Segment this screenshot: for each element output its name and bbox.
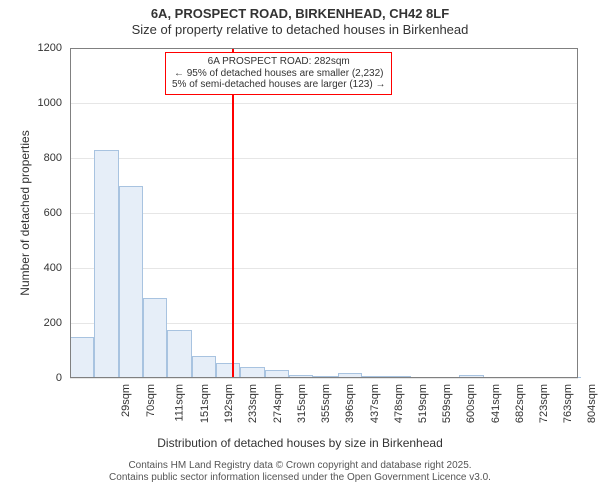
x-tick-label: 437sqm [369, 384, 381, 423]
gridline [70, 48, 578, 49]
annotation-line1: 6A PROSPECT ROAD: 282sqm [172, 56, 385, 68]
histogram-bar [386, 376, 410, 378]
gridline [70, 268, 578, 269]
x-axis-label: Distribution of detached houses by size … [0, 436, 600, 450]
x-tick-label: 151sqm [199, 384, 211, 423]
histogram-bar [508, 377, 532, 378]
marker-line [232, 48, 234, 378]
y-tick-label: 600 [0, 207, 62, 219]
gridline [70, 378, 578, 379]
histogram-bar [532, 377, 556, 378]
gridline [70, 158, 578, 159]
chart-title-line2: Size of property relative to detached ho… [0, 22, 600, 37]
plot-area: 6A PROSPECT ROAD: 282sqm ← 95% of detach… [70, 48, 578, 378]
histogram-bar [240, 367, 264, 378]
histogram-bar [411, 377, 435, 378]
histogram-bar [167, 330, 191, 378]
histogram-bar [338, 373, 362, 379]
x-tick-label: 600sqm [465, 384, 477, 423]
histogram-bar [313, 376, 337, 378]
histogram-bar [265, 370, 289, 378]
gridline [70, 103, 578, 104]
histogram-bar [216, 363, 240, 378]
x-tick-label: 274sqm [272, 384, 284, 423]
x-tick-label: 723sqm [538, 384, 550, 423]
x-tick-label: 763sqm [562, 384, 574, 423]
histogram-bar [70, 337, 94, 378]
y-tick-label: 0 [0, 372, 62, 384]
histogram-bar [362, 376, 386, 378]
gridline [70, 213, 578, 214]
x-tick-label: 70sqm [145, 384, 157, 417]
y-tick-label: 200 [0, 317, 62, 329]
x-tick-label: 355sqm [320, 384, 332, 423]
histogram-bar [119, 186, 143, 379]
x-tick-label: 804sqm [586, 384, 598, 423]
x-tick-label: 111sqm [174, 384, 186, 422]
histogram-bar [484, 377, 508, 378]
x-tick-label: 519sqm [417, 384, 429, 423]
footer-line1: Contains HM Land Registry data © Crown c… [0, 460, 600, 471]
histogram-bar [435, 377, 459, 378]
chart-title-line1: 6A, PROSPECT ROAD, BIRKENHEAD, CH42 8LF [0, 6, 600, 21]
annotation-box: 6A PROSPECT ROAD: 282sqm ← 95% of detach… [165, 52, 392, 95]
x-tick-label: 315sqm [296, 384, 308, 423]
x-tick-label: 559sqm [441, 384, 453, 423]
annotation-line3: 5% of semi-detached houses are larger (1… [172, 79, 385, 91]
y-tick-label: 1200 [0, 42, 62, 54]
x-tick-label: 682sqm [514, 384, 526, 423]
x-tick-label: 641sqm [490, 384, 502, 423]
histogram-bar [557, 377, 581, 378]
histogram-bar [289, 375, 313, 378]
footer-line2: Contains public sector information licen… [0, 472, 600, 483]
histogram-bar [459, 375, 483, 378]
y-tick-label: 400 [0, 262, 62, 274]
x-tick-label: 192sqm [223, 384, 235, 423]
x-tick-label: 29sqm [120, 384, 132, 417]
histogram-bar [192, 356, 216, 378]
x-tick-label: 233sqm [248, 384, 260, 423]
histogram-bar [143, 298, 167, 378]
annotation-line2: ← 95% of detached houses are smaller (2,… [172, 68, 385, 80]
x-tick-label: 478sqm [393, 384, 405, 423]
histogram-bar [94, 150, 118, 378]
x-tick-label: 396sqm [344, 384, 356, 423]
y-tick-label: 1000 [0, 97, 62, 109]
y-tick-label: 800 [0, 152, 62, 164]
